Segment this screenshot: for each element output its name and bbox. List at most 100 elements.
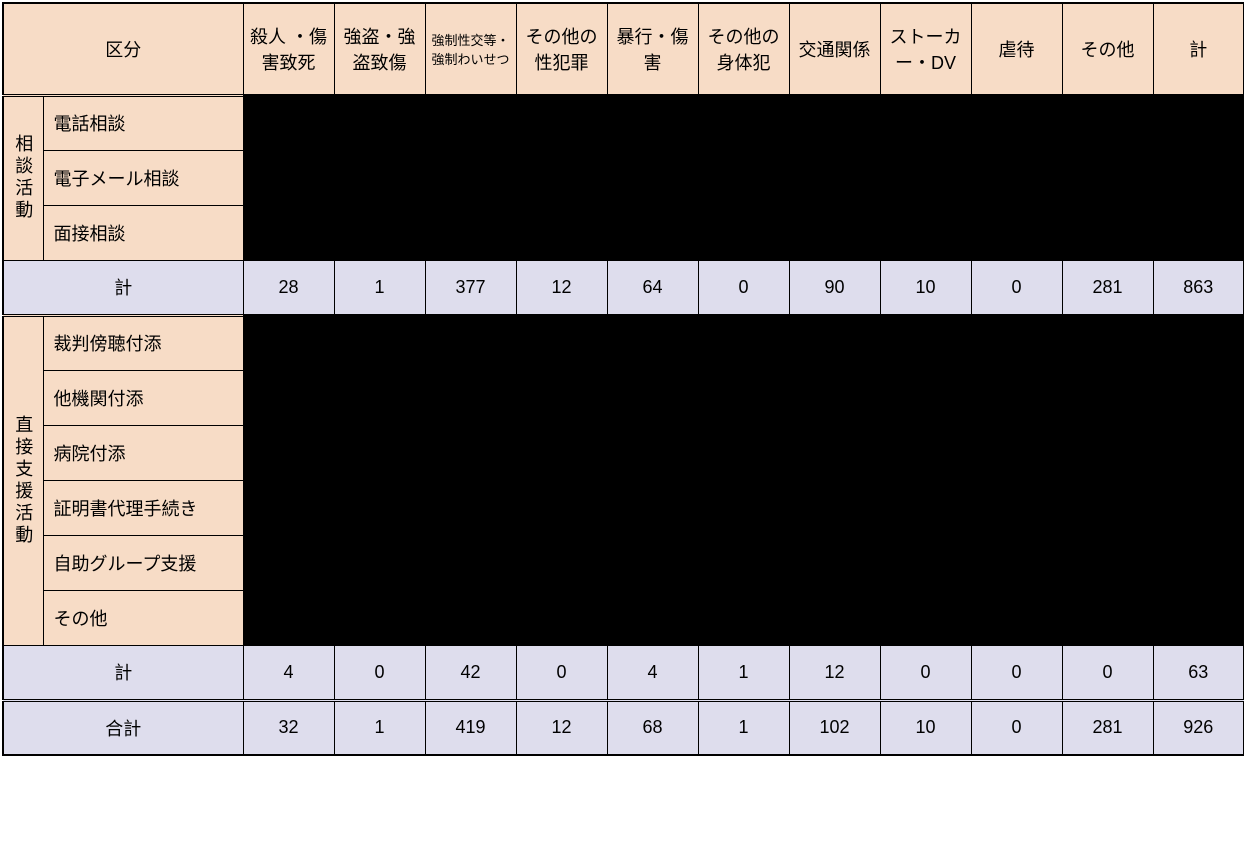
blackout-cell	[971, 535, 1062, 590]
blackout-cell	[1062, 205, 1153, 260]
total-cell: 32	[243, 700, 334, 755]
blackout-cell	[1153, 370, 1244, 425]
row-label: 自助グループ支援	[43, 535, 243, 590]
subtotal-label: 計	[3, 645, 243, 700]
value-cell: 42	[425, 645, 516, 700]
blackout-cell	[971, 480, 1062, 535]
blackout-cell	[425, 205, 516, 260]
value-cell: 0	[880, 645, 971, 700]
blackout-cell	[1153, 95, 1244, 150]
blackout-cell	[1153, 535, 1244, 590]
blackout-cell	[1062, 425, 1153, 480]
blackout-cell	[1062, 150, 1153, 205]
data-table: 区分 殺人 ・傷害致死 強盗・強盗致傷 強制性交等・強制わいせつ その他の性犯罪…	[2, 2, 1244, 756]
value-cell: 0	[971, 260, 1062, 315]
subtotal-label: 計	[3, 260, 243, 315]
blackout-cell	[698, 205, 789, 260]
blackout-cell	[243, 535, 334, 590]
header-col-10: 計	[1153, 3, 1244, 95]
value-cell: 1	[334, 260, 425, 315]
blackout-cell	[880, 480, 971, 535]
blackout-cell	[607, 370, 698, 425]
value-cell: 377	[425, 260, 516, 315]
blackout-cell	[516, 205, 607, 260]
value-cell: 0	[971, 645, 1062, 700]
header-col-2: 強制性交等・強制わいせつ	[425, 3, 516, 95]
blackout-cell	[516, 150, 607, 205]
blackout-cell	[880, 315, 971, 370]
blackout-cell	[243, 370, 334, 425]
row-label: 証明書代理手続き	[43, 480, 243, 535]
blackout-cell	[516, 370, 607, 425]
blackout-cell	[698, 370, 789, 425]
value-cell: 0	[516, 645, 607, 700]
blackout-cell	[1062, 535, 1153, 590]
blackout-cell	[334, 370, 425, 425]
blackout-cell	[1062, 480, 1153, 535]
blackout-cell	[789, 480, 880, 535]
value-cell: 281	[1062, 260, 1153, 315]
blackout-cell	[516, 95, 607, 150]
row-label: 電子メール相談	[43, 150, 243, 205]
header-col-5: その他の身体犯	[698, 3, 789, 95]
blackout-cell	[971, 370, 1062, 425]
value-cell: 863	[1153, 260, 1244, 315]
blackout-cell	[607, 535, 698, 590]
blackout-cell	[1062, 590, 1153, 645]
header-col-8: 虐待	[971, 3, 1062, 95]
header-kubun: 区分	[3, 3, 243, 95]
blackout-cell	[334, 315, 425, 370]
value-cell: 0	[334, 645, 425, 700]
blackout-cell	[698, 590, 789, 645]
value-cell: 12	[516, 260, 607, 315]
blackout-cell	[1153, 150, 1244, 205]
blackout-cell	[334, 205, 425, 260]
value-cell: 1	[698, 645, 789, 700]
blackout-cell	[880, 370, 971, 425]
blackout-cell	[334, 95, 425, 150]
group-label: 直接支援活動	[3, 315, 43, 645]
blackout-cell	[698, 480, 789, 535]
blackout-cell	[516, 590, 607, 645]
row-label: 電話相談	[43, 95, 243, 150]
blackout-cell	[1062, 370, 1153, 425]
blackout-cell	[1153, 590, 1244, 645]
blackout-cell	[607, 150, 698, 205]
blackout-cell	[334, 150, 425, 205]
blackout-cell	[698, 425, 789, 480]
total-cell: 419	[425, 700, 516, 755]
blackout-cell	[425, 590, 516, 645]
blackout-cell	[698, 315, 789, 370]
blackout-cell	[243, 150, 334, 205]
blackout-cell	[243, 315, 334, 370]
total-cell: 1	[698, 700, 789, 755]
row-label: その他	[43, 590, 243, 645]
total-cell: 10	[880, 700, 971, 755]
blackout-cell	[698, 150, 789, 205]
blackout-cell	[789, 95, 880, 150]
blackout-cell	[334, 425, 425, 480]
blackout-cell	[1062, 95, 1153, 150]
blackout-cell	[971, 95, 1062, 150]
header-col-1: 強盗・強盗致傷	[334, 3, 425, 95]
blackout-cell	[789, 370, 880, 425]
blackout-cell	[789, 535, 880, 590]
row-label: 裁判傍聴付添	[43, 315, 243, 370]
total-cell: 68	[607, 700, 698, 755]
blackout-cell	[425, 425, 516, 480]
row-label: 他機関付添	[43, 370, 243, 425]
row-label: 病院付添	[43, 425, 243, 480]
total-cell: 12	[516, 700, 607, 755]
total-cell: 0	[971, 700, 1062, 755]
header-col-0: 殺人 ・傷害致死	[243, 3, 334, 95]
blackout-cell	[971, 590, 1062, 645]
total-cell: 926	[1153, 700, 1244, 755]
blackout-cell	[607, 590, 698, 645]
blackout-cell	[243, 590, 334, 645]
blackout-cell	[1153, 315, 1244, 370]
blackout-cell	[1153, 205, 1244, 260]
blackout-cell	[698, 95, 789, 150]
total-cell: 281	[1062, 700, 1153, 755]
blackout-cell	[516, 480, 607, 535]
blackout-cell	[607, 95, 698, 150]
